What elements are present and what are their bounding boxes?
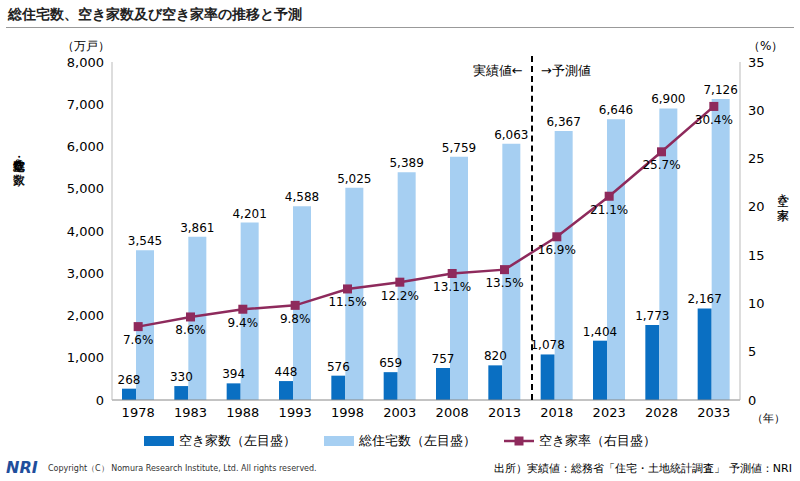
svg-text:2018: 2018 — [540, 405, 573, 420]
html-text:（年）: （年） — [752, 412, 785, 425]
svg-text:30.4%: 30.4% — [695, 113, 733, 127]
html-text:総住宅数・空き家数: 総住宅数・空き家数 — [12, 150, 26, 164]
svg-text:2013: 2013 — [488, 405, 521, 420]
html-text:NRI: NRI — [6, 458, 38, 477]
html-text:出所）実績値：総務省「住宅・土地統計調査」 予測値：NRI: 出所）実績値：総務省「住宅・土地統計調査」 予測値：NRI — [494, 462, 792, 475]
html-text:空き家率（右目盛）: 空き家率（右目盛） — [539, 433, 656, 448]
svg-text:20: 20 — [748, 199, 765, 214]
svg-text:2003: 2003 — [383, 405, 416, 420]
svg-text:5,759: 5,759 — [442, 141, 476, 155]
svg-text:448: 448 — [275, 365, 298, 379]
svg-text:2028: 2028 — [645, 405, 678, 420]
svg-text:9.8%: 9.8% — [280, 312, 311, 326]
svg-text:1,078: 1,078 — [530, 338, 564, 352]
svg-text:268: 268 — [118, 373, 141, 387]
svg-text:11.5%: 11.5% — [328, 295, 366, 309]
svg-text:2023: 2023 — [593, 405, 626, 420]
svg-text:1978: 1978 — [122, 405, 155, 420]
svg-text:8.6%: 8.6% — [175, 323, 206, 337]
svg-text:13.1%: 13.1% — [433, 280, 471, 294]
svg-text:0: 0 — [96, 393, 104, 408]
svg-text:9.4%: 9.4% — [228, 316, 259, 330]
svg-text:4,201: 4,201 — [232, 207, 266, 221]
svg-text:2008: 2008 — [436, 405, 469, 420]
html-text:Copyright（C） Nomura Research I: Copyright（C） Nomura Research Institute, … — [48, 464, 317, 473]
svg-text:7,126: 7,126 — [703, 83, 737, 97]
svg-text:6,900: 6,900 — [651, 92, 685, 106]
svg-text:2033: 2033 — [697, 405, 730, 420]
html-text:（万戸）: （万戸） — [62, 39, 110, 53]
svg-text:2,167: 2,167 — [687, 292, 721, 306]
svg-text:4,588: 4,588 — [285, 190, 319, 204]
svg-text:5,025: 5,025 — [337, 172, 371, 186]
html-text:空き家数（左目盛）: 空き家数（左目盛） — [179, 433, 296, 448]
svg-text:1988: 1988 — [226, 405, 259, 420]
svg-text:6,646: 6,646 — [599, 103, 633, 117]
svg-text:30: 30 — [748, 103, 765, 118]
svg-text:10: 10 — [748, 296, 765, 311]
svg-text:25.7%: 25.7% — [642, 158, 680, 172]
html-text:総住宅数（左目盛）: 総住宅数（左目盛） — [359, 433, 476, 448]
svg-text:3,000: 3,000 — [67, 266, 104, 281]
svg-text:25: 25 — [748, 151, 765, 166]
svg-text:576: 576 — [327, 360, 350, 374]
svg-text:5,389: 5,389 — [389, 156, 423, 170]
svg-text:1983: 1983 — [174, 405, 207, 420]
svg-text:6,063: 6,063 — [494, 128, 528, 142]
svg-text:5: 5 — [748, 344, 756, 359]
svg-text:12.2%: 12.2% — [381, 289, 419, 303]
svg-text:21.1%: 21.1% — [590, 203, 628, 217]
svg-text:16.9%: 16.9% — [538, 243, 576, 257]
svg-text:820: 820 — [484, 349, 507, 363]
svg-text:757: 757 — [432, 352, 455, 366]
svg-text:7.6%: 7.6% — [123, 333, 154, 347]
svg-text:0: 0 — [748, 393, 756, 408]
svg-text:8,000: 8,000 — [67, 55, 104, 70]
svg-text:7,000: 7,000 — [67, 97, 104, 112]
html-text:総住宅数、空き家数及び空き家率の推移と予測: 総住宅数、空き家数及び空き家率の推移と予測 — [8, 6, 302, 22]
svg-text:4,000: 4,000 — [67, 224, 104, 239]
html-text:実績値←: 実績値← — [472, 63, 523, 78]
svg-text:1993: 1993 — [279, 405, 312, 420]
svg-text:6,367: 6,367 — [546, 115, 580, 129]
svg-text:1,404: 1,404 — [583, 325, 617, 339]
svg-text:1998: 1998 — [331, 405, 364, 420]
svg-text:3,861: 3,861 — [180, 221, 214, 235]
svg-text:659: 659 — [379, 356, 402, 370]
svg-text:13.5%: 13.5% — [485, 276, 523, 290]
svg-text:3,545: 3,545 — [128, 234, 162, 248]
svg-text:2,000: 2,000 — [67, 308, 104, 323]
svg-text:330: 330 — [170, 370, 193, 384]
svg-text:35: 35 — [748, 55, 765, 70]
svg-text:6,000: 6,000 — [67, 139, 104, 154]
svg-text:5,000: 5,000 — [67, 181, 104, 196]
svg-text:15: 15 — [748, 248, 765, 263]
svg-text:394: 394 — [222, 367, 245, 381]
html-text:→予測値: →予測値 — [540, 63, 591, 78]
svg-text:1,000: 1,000 — [67, 350, 104, 365]
html-text:空き家率: 空き家率 — [776, 185, 790, 199]
svg-text:1,773: 1,773 — [635, 309, 669, 323]
